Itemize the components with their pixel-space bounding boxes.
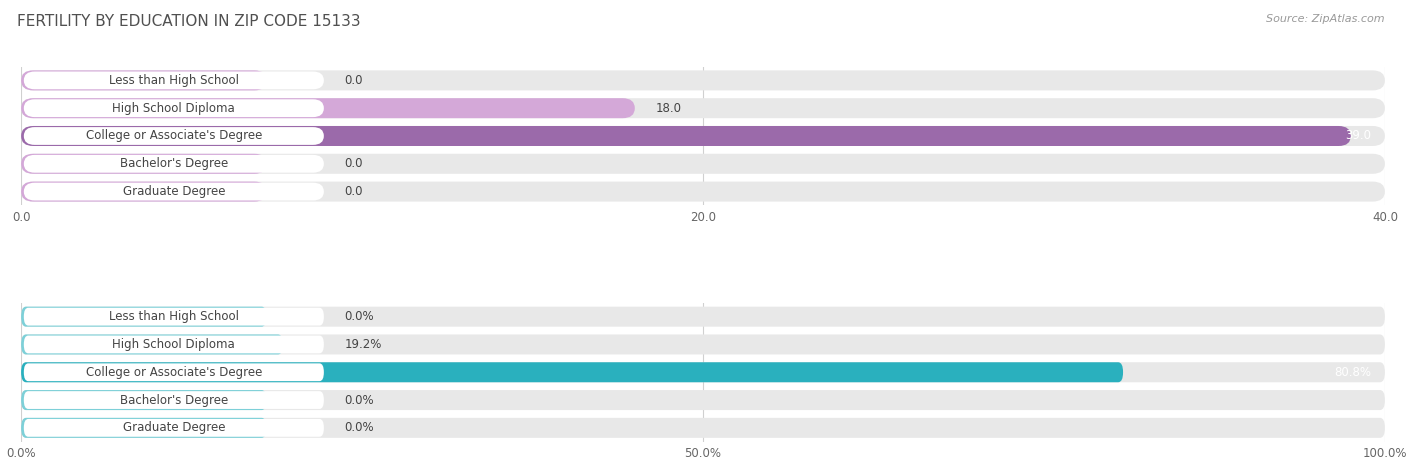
FancyBboxPatch shape [21,98,1385,118]
FancyBboxPatch shape [21,154,1385,174]
FancyBboxPatch shape [21,418,1385,438]
FancyBboxPatch shape [24,419,323,437]
Text: Bachelor's Degree: Bachelor's Degree [120,157,228,170]
Text: Source: ZipAtlas.com: Source: ZipAtlas.com [1267,14,1385,24]
Text: 19.2%: 19.2% [344,338,381,351]
Text: 0.0: 0.0 [344,185,363,198]
Text: College or Associate's Degree: College or Associate's Degree [86,366,262,379]
FancyBboxPatch shape [21,362,1123,382]
FancyBboxPatch shape [24,335,323,353]
FancyBboxPatch shape [21,390,1385,410]
Text: High School Diploma: High School Diploma [112,102,235,114]
Text: High School Diploma: High School Diploma [112,338,235,351]
Text: Graduate Degree: Graduate Degree [122,185,225,198]
Text: 0.0%: 0.0% [344,310,374,323]
Text: 0.0%: 0.0% [344,421,374,434]
FancyBboxPatch shape [21,334,283,354]
FancyBboxPatch shape [21,334,1385,354]
Text: Bachelor's Degree: Bachelor's Degree [120,394,228,407]
FancyBboxPatch shape [21,98,636,118]
Text: Graduate Degree: Graduate Degree [122,421,225,434]
Text: College or Associate's Degree: College or Associate's Degree [86,130,262,142]
FancyBboxPatch shape [21,390,267,410]
FancyBboxPatch shape [21,307,267,327]
FancyBboxPatch shape [24,183,323,200]
FancyBboxPatch shape [24,363,323,381]
FancyBboxPatch shape [21,362,1385,382]
FancyBboxPatch shape [24,155,323,173]
Text: Less than High School: Less than High School [108,74,239,87]
Text: Less than High School: Less than High School [108,310,239,323]
FancyBboxPatch shape [24,72,323,89]
FancyBboxPatch shape [24,127,323,145]
Text: 18.0: 18.0 [655,102,682,114]
Text: 39.0: 39.0 [1346,130,1371,142]
Text: 80.8%: 80.8% [1334,366,1371,379]
FancyBboxPatch shape [21,126,1351,146]
FancyBboxPatch shape [24,391,323,409]
FancyBboxPatch shape [24,308,323,325]
FancyBboxPatch shape [21,70,267,90]
Text: 0.0: 0.0 [344,74,363,87]
FancyBboxPatch shape [21,418,267,438]
FancyBboxPatch shape [21,126,1385,146]
FancyBboxPatch shape [21,181,267,201]
Text: FERTILITY BY EDUCATION IN ZIP CODE 15133: FERTILITY BY EDUCATION IN ZIP CODE 15133 [17,14,360,29]
FancyBboxPatch shape [21,181,1385,201]
FancyBboxPatch shape [21,154,267,174]
Text: 0.0%: 0.0% [344,394,374,407]
Text: 0.0: 0.0 [344,157,363,170]
FancyBboxPatch shape [21,307,1385,327]
FancyBboxPatch shape [24,99,323,117]
FancyBboxPatch shape [21,70,1385,90]
